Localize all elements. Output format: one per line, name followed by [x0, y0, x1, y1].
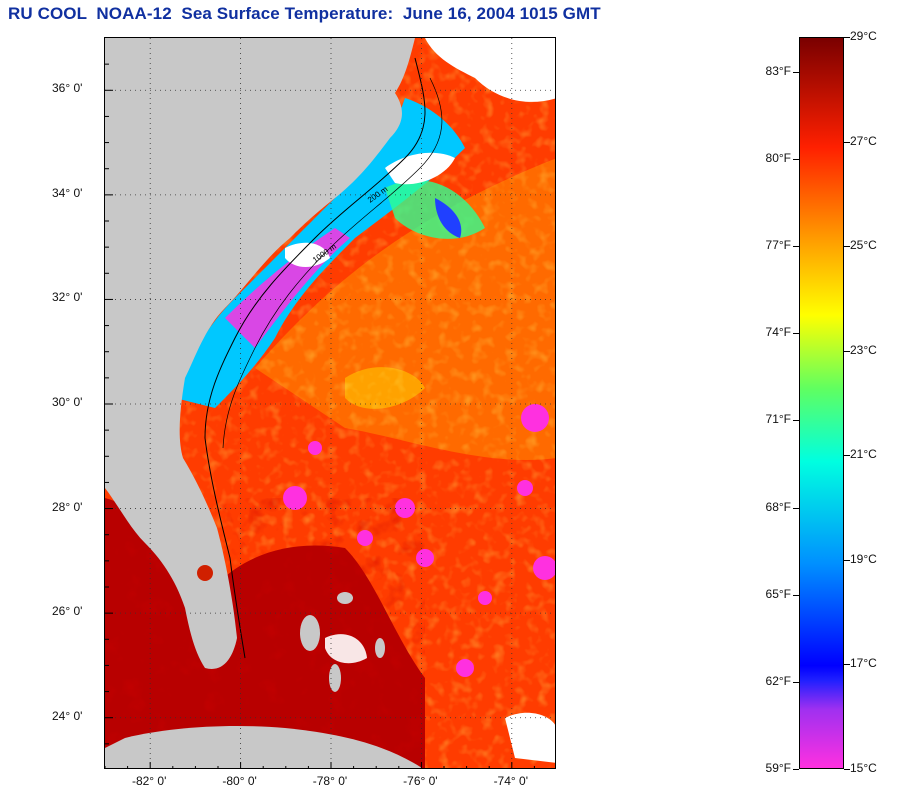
cloud-patch	[285, 242, 330, 267]
fahrenheit-tick	[793, 681, 799, 683]
cloud-patch	[425, 38, 555, 102]
latitude-label: 30° 0'	[52, 395, 83, 409]
fahrenheit-tick	[793, 246, 799, 248]
fahrenheit-tick	[793, 71, 799, 73]
fahrenheit-label: 68°F	[765, 499, 791, 514]
fahrenheit-label: 77°F	[765, 238, 791, 253]
fahrenheit-tick	[793, 333, 799, 335]
cloud-patch	[325, 634, 367, 664]
celsius-tick	[844, 246, 850, 248]
celsius-tick	[844, 37, 850, 38]
land-mainland	[105, 38, 415, 669]
isobath-contour	[204, 57, 426, 659]
land-cuba	[105, 726, 422, 768]
celsius-tick	[844, 455, 850, 457]
cloud-patch	[505, 712, 555, 763]
fahrenheit-label: 62°F	[765, 673, 791, 688]
latitude-label: 34° 0'	[52, 185, 83, 200]
fahrenheit-tick	[793, 159, 799, 160]
longitude-label: -82° 0'	[131, 774, 167, 788]
celsius-label: 19°C	[850, 551, 877, 566]
lake-feature	[197, 565, 213, 581]
latitude-label: 24° 0'	[52, 708, 83, 723]
celsius-tick	[844, 141, 850, 143]
fahrenheit-tick	[793, 594, 799, 596]
fahrenheit-label: 80°F	[765, 151, 791, 165]
fahrenheit-label: 71°F	[765, 412, 791, 427]
colorbar-gradient	[800, 38, 843, 768]
fahrenheit-tick	[793, 769, 799, 770]
celsius-label: 21°C	[850, 447, 877, 462]
isobath-contour	[222, 77, 443, 449]
graticule	[105, 38, 555, 768]
latitude-label: 36° 0'	[52, 81, 83, 96]
celsius-label: 15°C	[850, 761, 877, 775]
latitude-label: 32° 0'	[52, 290, 83, 305]
sst-map[interactable]: 200 m 1000 m	[104, 37, 556, 769]
sst-map-canvas: 200 m 1000 m	[105, 38, 555, 768]
latitude-label: 26° 0'	[52, 604, 83, 619]
fahrenheit-tick	[793, 507, 799, 509]
page-title: RU COOL NOAA-12 Sea Surface Temperature:…	[8, 4, 601, 23]
celsius-label: 17°C	[850, 656, 877, 671]
celsius-tick	[844, 350, 850, 352]
fahrenheit-label: 74°F	[765, 325, 791, 340]
celsius-label: 27°C	[850, 133, 877, 148]
celsius-label: 29°C	[850, 29, 877, 43]
land-bahamas	[300, 592, 385, 692]
celsius-tick	[844, 559, 850, 561]
longitude-label: -80° 0'	[222, 774, 257, 788]
fahrenheit-label: 83°F	[765, 63, 791, 78]
fahrenheit-tick	[793, 420, 799, 422]
fahrenheit-label: 65°F	[765, 586, 791, 601]
celsius-tick	[844, 769, 850, 770]
magenta-patches	[283, 404, 555, 677]
celsius-label: 25°C	[850, 238, 877, 253]
celsius-label: 23°C	[850, 342, 877, 357]
celsius-tick	[844, 664, 850, 666]
longitude-label: -76° 0'	[403, 774, 438, 788]
shelf-blue	[435, 198, 462, 238]
longitude-label: -74° 0'	[493, 774, 529, 788]
longitude-label: -78° 0'	[312, 774, 348, 788]
temperature-colorbar	[799, 37, 844, 769]
latitude-label: 28° 0'	[52, 499, 83, 514]
fahrenheit-label: 59°F	[765, 761, 791, 775]
